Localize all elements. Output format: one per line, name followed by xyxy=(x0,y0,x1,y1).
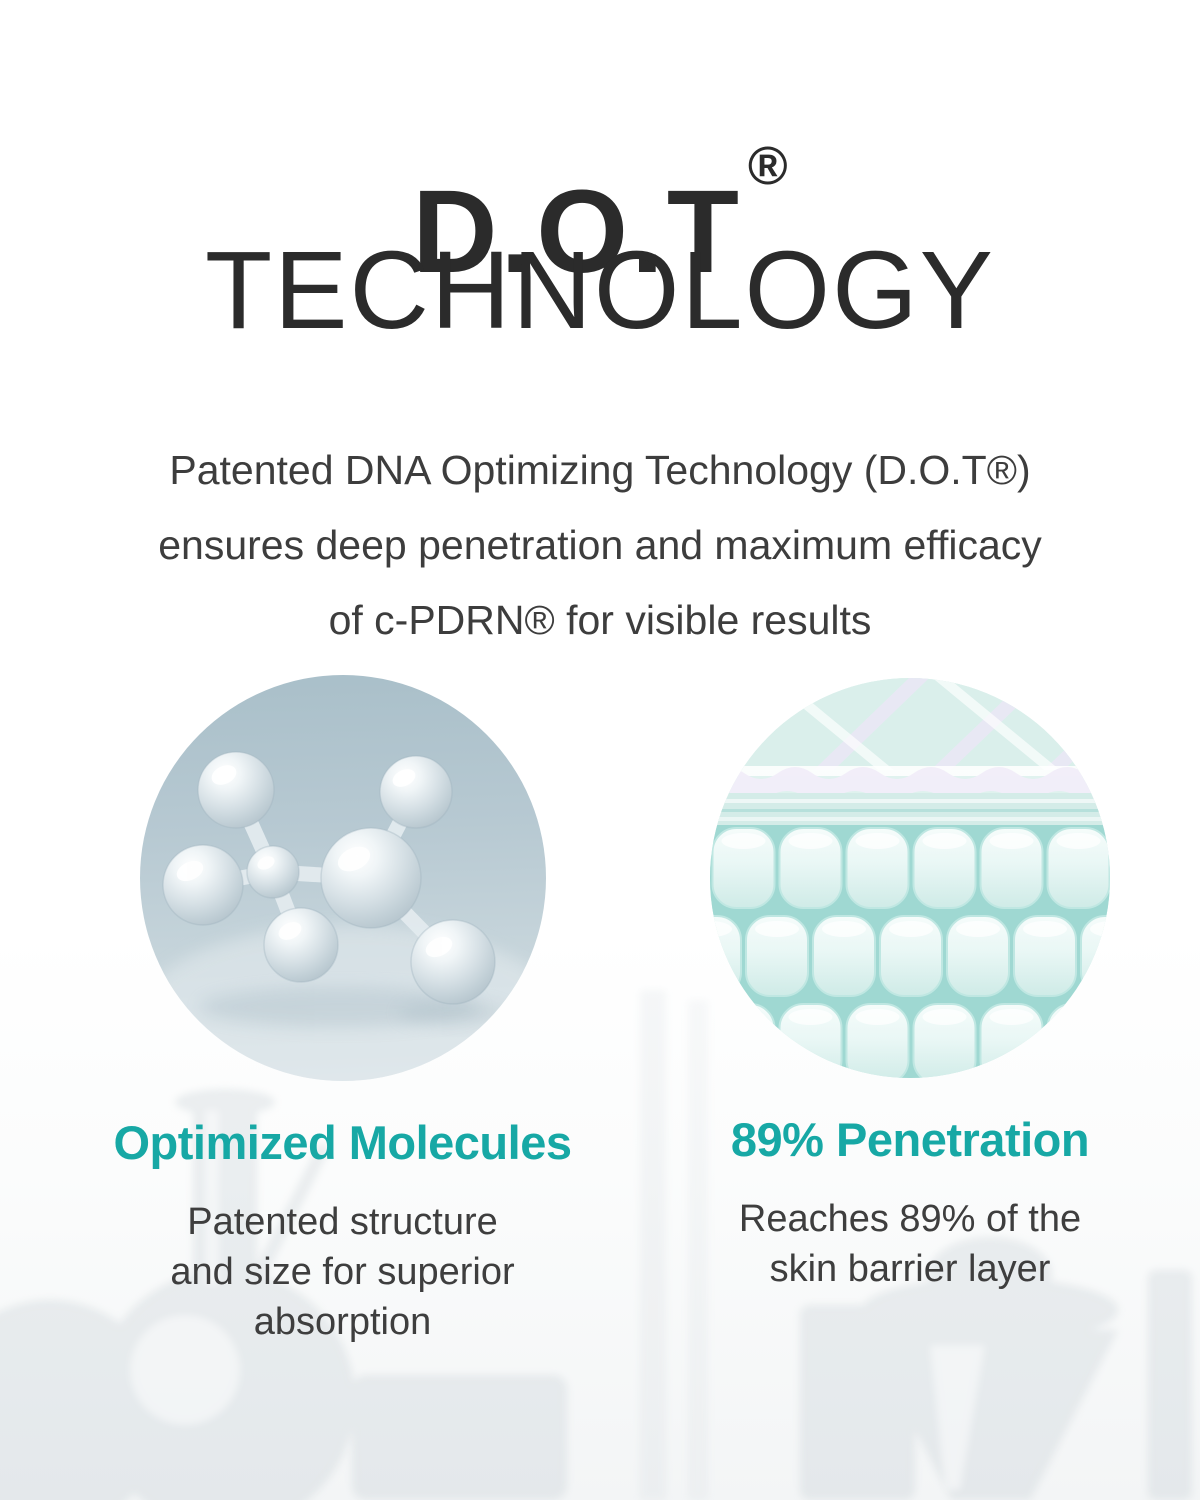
title-text: D.O.T xyxy=(412,166,742,299)
feature-optimized-molecules: Optimized Molecules Patented structure a… xyxy=(60,675,625,1347)
subtitle-line: ensures deep penetration and maximum eff… xyxy=(158,522,1042,568)
feature-body: Reaches 89% of the skin barrier layer xyxy=(660,1194,1160,1294)
glass-molecule-illustration xyxy=(139,751,546,1081)
feature-heading: Optimized Molecules xyxy=(113,1116,572,1169)
page-title-line2: TECHNOLOGY xyxy=(204,229,996,352)
molecule-image xyxy=(139,675,546,1081)
registered-trademark-icon: ® xyxy=(747,135,788,196)
feature-heading: 89% Penetration xyxy=(730,1113,1090,1166)
body-line: absorption xyxy=(253,1301,432,1344)
subtitle-line: Patented DNA Optimizing Technology (D.O.… xyxy=(169,447,1031,493)
page-title-line1: D.O.T® xyxy=(0,139,1200,291)
body-line: Patented structure xyxy=(187,1201,498,1244)
body-line: Reaches 89% of the xyxy=(738,1198,1082,1241)
body-line: skin barrier layer xyxy=(769,1248,1051,1291)
subtitle: Patented DNA Optimizing Technology (D.O.… xyxy=(0,433,1200,658)
subtitle-line: of c-PDRN® for visible results xyxy=(328,597,872,643)
feature-penetration: 89% Penetration Reaches 89% of the skin … xyxy=(660,675,1160,1294)
skin-cells-image xyxy=(710,678,1110,1078)
feature-body: Patented structure and size for superior… xyxy=(60,1197,625,1347)
body-line: and size for superior xyxy=(170,1251,515,1294)
lab-glassware-background xyxy=(0,990,1192,1500)
skin-barrier-illustration xyxy=(710,678,1110,1078)
